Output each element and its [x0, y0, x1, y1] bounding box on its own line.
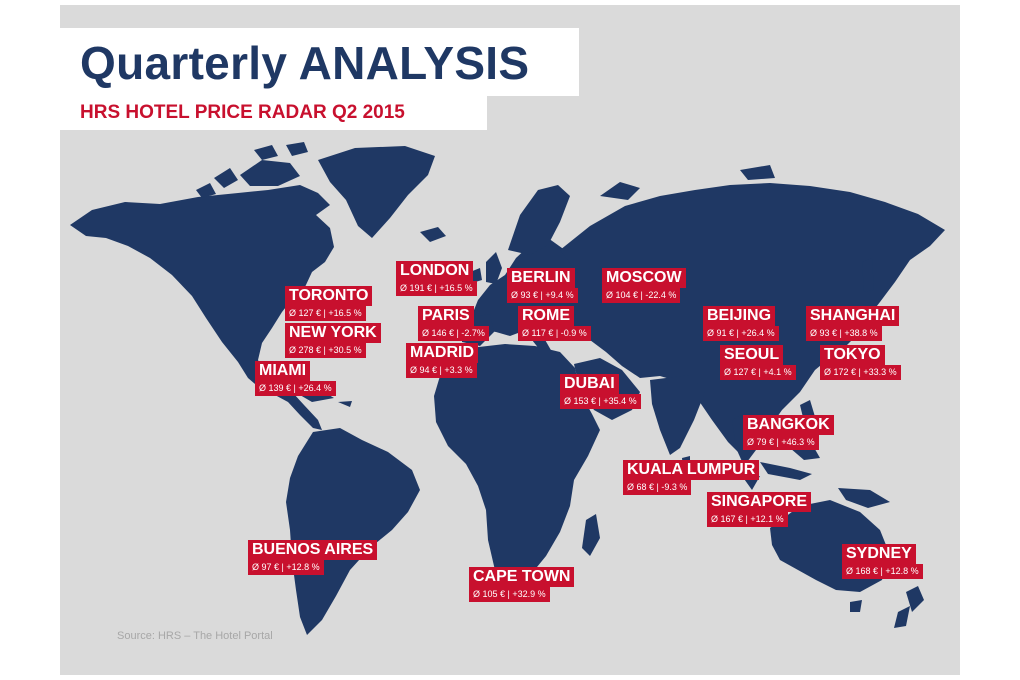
madagascar: [582, 514, 600, 556]
city-stats: Ø 127 € | +4.1 %: [720, 365, 796, 380]
city-stats: Ø 97 € | +12.8 %: [248, 560, 324, 575]
tasmania: [850, 600, 862, 612]
city-name: ROME: [518, 306, 574, 326]
uk-ireland: [470, 252, 502, 284]
city-stats: Ø 68 € | -9.3 %: [623, 480, 692, 495]
city-label-tokyo: TOKYO Ø 172 € | +33.3 %: [820, 345, 901, 380]
city-name: PARIS: [418, 306, 474, 326]
new-zealand: [894, 586, 924, 628]
city-name: TORONTO: [285, 286, 373, 306]
city-name: MIAMI: [255, 361, 311, 381]
city-stats: Ø 191 € | +16.5 %: [396, 281, 477, 296]
city-stats: Ø 93 € | +38.8 %: [806, 326, 882, 341]
city-stats: Ø 168 € | +12.8 %: [842, 564, 923, 579]
city-stats: Ø 79 € | +46.3 %: [743, 435, 819, 450]
city-label-berlin: BERLIN Ø 93 € | +9.4 %: [507, 268, 578, 303]
city-stats: Ø 117 € | -0.9 %: [518, 326, 591, 341]
city-stats: Ø 278 € | +30.5 %: [285, 343, 366, 358]
city-name: CAPE TOWN: [469, 567, 575, 587]
city-label-miami: MIAMI Ø 139 € | +26.4 %: [255, 361, 336, 396]
city-name: SINGAPORE: [707, 492, 812, 512]
city-label-beijing: BEIJING Ø 91 € | +26.4 %: [703, 306, 779, 341]
hudson-bay-island: [240, 160, 300, 186]
city-name: LONDON: [396, 261, 474, 281]
city-stats: Ø 94 € | +3.3 %: [406, 363, 477, 378]
source-note: Source: HRS – The Hotel Portal: [117, 630, 273, 642]
city-name: SYDNEY: [842, 544, 916, 564]
city-label-shanghai: SHANGHAI Ø 93 € | +38.8 %: [806, 306, 900, 341]
continents: [70, 142, 945, 635]
city-name: NEW YORK: [285, 323, 381, 343]
city-name: MADRID: [406, 343, 478, 363]
africa-landmass: [434, 344, 600, 596]
title-panel: Quarterly ANALYSIS: [60, 28, 579, 96]
city-stats: Ø 172 € | +33.3 %: [820, 365, 901, 380]
city-label-dubai: DUBAI Ø 153 € | +35.4 %: [560, 374, 641, 409]
city-label-bangkok: BANGKOK Ø 79 € | +46.3 %: [743, 415, 834, 450]
city-label-buenos-aires: BUENOS AIRES Ø 97 € | +12.8 %: [248, 540, 378, 575]
city-stats: Ø 91 € | +26.4 %: [703, 326, 779, 341]
india: [650, 375, 705, 455]
subtitle-panel: HRS HOTEL PRICE RADAR Q2 2015: [60, 96, 487, 130]
city-stats: Ø 167 € | +12.1 %: [707, 512, 788, 527]
city-name: DUBAI: [560, 374, 619, 394]
indonesia: [742, 444, 820, 490]
sakhalin: [862, 258, 874, 292]
north-america-landmass: [70, 185, 334, 430]
city-label-kuala-lumpur: KUALA LUMPUR Ø 68 € | -9.3 %: [623, 460, 760, 495]
city-label-cape-town: CAPE TOWN Ø 105 € | +32.9 %: [469, 567, 575, 602]
city-label-seoul: SEOUL Ø 127 € | +4.1 %: [720, 345, 796, 380]
new-guinea: [838, 488, 890, 508]
city-stats: Ø 139 € | +26.4 %: [255, 381, 336, 396]
city-label-paris: PARIS Ø 146 € | -2.7%: [418, 306, 489, 341]
city-label-sydney: SYDNEY Ø 168 € | +12.8 %: [842, 544, 923, 579]
scandinavia: [508, 185, 570, 255]
city-stats: Ø 104 € | -22.4 %: [602, 288, 681, 303]
city-stats: Ø 93 € | +9.4 %: [507, 288, 578, 303]
city-label-rome: ROME Ø 117 € | -0.9 %: [518, 306, 591, 341]
city-label-singapore: SINGAPORE Ø 167 € | +12.1 %: [707, 492, 812, 527]
city-name: BEIJING: [703, 306, 776, 326]
city-stats: Ø 127 € | +16.5 %: [285, 306, 366, 321]
city-label-madrid: MADRID Ø 94 € | +3.3 %: [406, 343, 478, 378]
city-name: BUENOS AIRES: [248, 540, 378, 560]
arctic-russia: [600, 165, 775, 200]
city-name: BANGKOK: [743, 415, 834, 435]
south-america-landmass: [286, 428, 420, 635]
city-stats: Ø 146 € | -2.7%: [418, 326, 489, 341]
city-name: SHANGHAI: [806, 306, 900, 326]
page-subtitle: HRS HOTEL PRICE RADAR Q2 2015: [80, 102, 405, 123]
arctic-islands: [196, 142, 308, 198]
city-label-new-york: NEW YORK Ø 278 € | +30.5 %: [285, 323, 381, 358]
city-name: BERLIN: [507, 268, 575, 288]
city-name: SEOUL: [720, 345, 784, 365]
city-stats: Ø 153 € | +35.4 %: [560, 394, 641, 409]
city-stats: Ø 105 € | +32.9 %: [469, 587, 550, 602]
city-label-moscow: MOSCOW Ø 104 € | -22.4 %: [602, 268, 686, 303]
iceland: [420, 227, 446, 242]
city-label-london: LONDON Ø 191 € | +16.5 %: [396, 261, 477, 296]
city-name: KUALA LUMPUR: [623, 460, 760, 480]
city-name: MOSCOW: [602, 268, 686, 288]
page-title: Quarterly ANALYSIS: [80, 37, 530, 89]
greenland: [318, 146, 435, 238]
city-name: TOKYO: [820, 345, 885, 365]
city-label-toronto: TORONTO Ø 127 € | +16.5 %: [285, 286, 373, 321]
